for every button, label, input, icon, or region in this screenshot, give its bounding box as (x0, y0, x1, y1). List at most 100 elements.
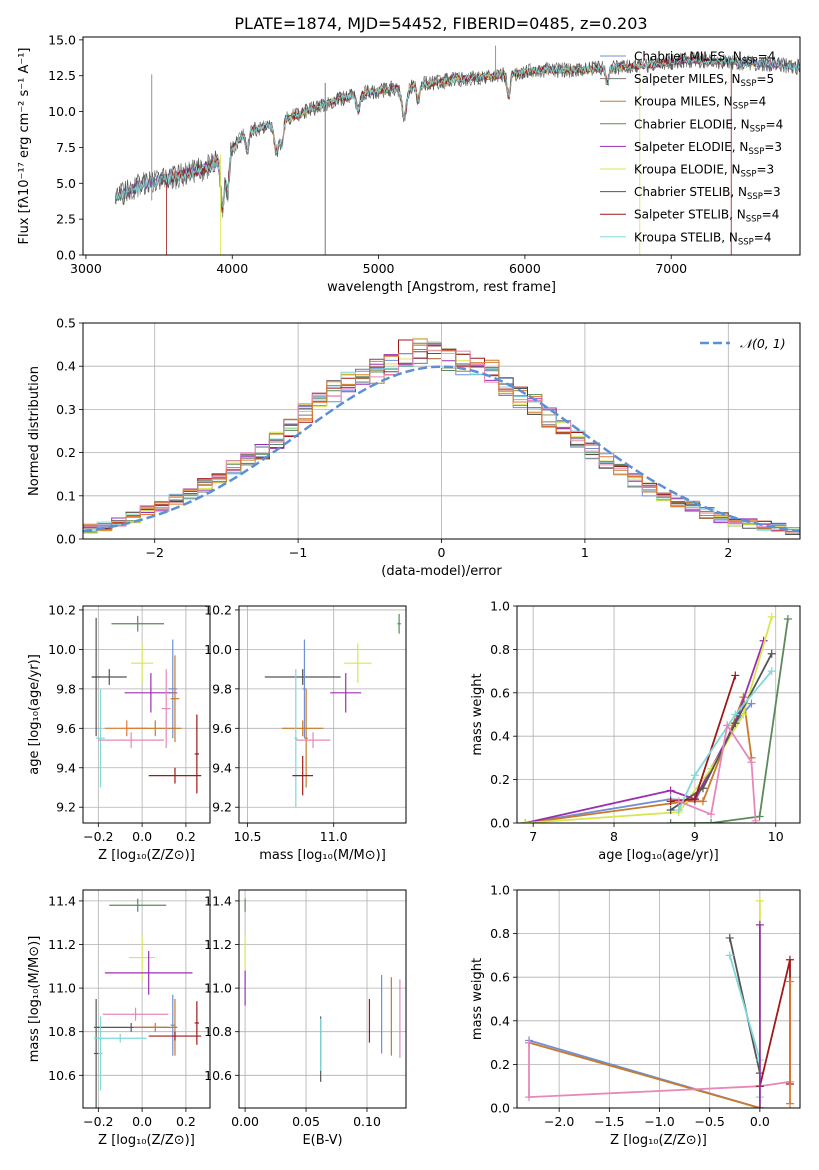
axes-frame (238, 605, 407, 824)
spectrum-series (114, 52, 800, 211)
y-axis-label: Flux [fλ10⁻¹⁷ erg cm⁻² s⁻¹ A⁻¹] (17, 48, 32, 245)
legend-equals: = (766, 117, 776, 131)
legend-subscript: SSP (750, 124, 766, 134)
y-tick-label: 0.4 (490, 1013, 510, 1028)
mass-weight-marker (698, 797, 707, 806)
errorbar-point (295, 732, 331, 749)
x-tick-label: 9 (691, 829, 699, 844)
errorbar-point (264, 669, 341, 685)
errorbar-point (124, 673, 178, 713)
errorbar-point (194, 714, 200, 794)
y-tick-label: 0.8 (490, 642, 510, 657)
legend-n-ssp: 3 (773, 185, 781, 199)
y-tick-label: 10.6 (204, 1068, 232, 1083)
axes-frame (82, 36, 801, 256)
x-tick-label: −0.2 (83, 829, 113, 844)
legend-equals: = (749, 95, 759, 109)
errorbar-point (148, 767, 202, 784)
y-tick-label: 10.0 (204, 642, 232, 657)
legend-label: Kroupa STELIB, N (634, 230, 738, 244)
axes-frame (82, 605, 211, 824)
x-axis-label: Z [log₁₀(Z/Z⊙)] (98, 1133, 195, 1148)
legend-n-ssp: 3 (774, 140, 782, 154)
errorbar-point (194, 1001, 200, 1045)
legend-n-ssp: 4 (776, 117, 784, 131)
legend-entry: Kroupa MILES, NSSP=4 (634, 95, 766, 112)
mass-weight-marker (674, 805, 683, 814)
mass-weight-marker (525, 1093, 534, 1102)
x-tick-label: −2 (145, 545, 163, 560)
legend-n-ssp: 4 (768, 50, 776, 64)
errorbar-point (98, 1016, 103, 1091)
mass-weight-series (759, 959, 791, 1087)
mass-weight-marker (755, 920, 764, 929)
y-tick-label: 5.0 (56, 176, 76, 191)
legend-n-ssp: 4 (759, 95, 767, 109)
legend-entry: Salpeter MILES, NSSP=5 (634, 72, 774, 89)
normal-curve (83, 365, 800, 533)
mass-weight-marker (690, 771, 699, 780)
errorbar-point (104, 951, 193, 995)
y-tick-label: 10.8 (204, 1024, 232, 1039)
y-tick-label: 11.4 (204, 893, 232, 908)
spectrum-series (114, 56, 800, 209)
legend-equals: = (764, 140, 774, 154)
x-tick-label: 0.05 (292, 1114, 320, 1129)
mass-weight-series (728, 955, 761, 1098)
mass-weight-marker (725, 951, 734, 960)
errorbar-point (98, 732, 165, 749)
x-tick-label: 0.00 (231, 1114, 259, 1129)
panel-mass-vs-Z: −0.2 0.0 0.2 10.6 10.8 11.0 11.2 11.4 Z [log₁₀(Z… (27, 889, 211, 1148)
x-tick-label: 10 (768, 829, 784, 844)
legend-subscript: SSP (747, 192, 763, 202)
mass-weight-marker (666, 797, 675, 806)
y-tick-label: 0.0 (56, 532, 76, 547)
x-tick-label: 0.2 (176, 829, 196, 844)
y-tick-label: 11.2 (204, 937, 232, 952)
legend-entry: Chabrier ELODIE, NSSP=4 (634, 117, 783, 134)
legend-label: Chabrier ELODIE, N (634, 117, 750, 131)
y-tick-label: 0.6 (490, 970, 510, 985)
mass-weight-marker (731, 719, 740, 728)
plot-area (83, 606, 210, 823)
legend-label: Salpeter ELODIE, N (634, 140, 748, 154)
mass-weight-series (728, 937, 761, 1087)
x-tick-label: 0.0 (132, 1114, 152, 1129)
errorbar-point (170, 655, 180, 743)
errorbar-point (397, 613, 401, 634)
mass-weight-marker (666, 819, 675, 823)
legend-label: Kroupa ELODIE, N (634, 163, 741, 177)
y-tick-label: 0.2 (490, 1057, 510, 1072)
axes-frame (82, 889, 211, 1109)
errorbar-point (344, 643, 372, 683)
legend-entry: Kroupa STELIB, NSSP=4 (634, 230, 772, 247)
x-axis-label: (data-model)/error (381, 564, 502, 579)
spectrum-series (117, 56, 800, 213)
y-tick-label: 9.2 (212, 800, 232, 815)
legend-n-ssp: 4 (764, 230, 772, 244)
errorbar-point (133, 1022, 178, 1032)
x-tick-label: 2 (724, 545, 732, 560)
mass-weight-marker (767, 649, 776, 658)
y-tick-label: 0.0 (490, 1101, 510, 1116)
panel-massweight-vs-age: 7 8 9 10 0.0 0.2 0.4 0.6 0.8 1.0 age [log₁₀(age/yr… (470, 599, 801, 863)
legend-n-ssp: 5 (767, 72, 775, 86)
errorbar-point (292, 755, 314, 796)
plot-area (517, 890, 800, 1108)
y-tick-label: 10.0 (48, 104, 76, 119)
x-tick-label: −1.0 (644, 1114, 674, 1129)
y-tick-label: 10.8 (48, 1024, 76, 1039)
mass-weight-marker (785, 955, 794, 964)
errorbar-point (91, 617, 101, 737)
mass-weight-series (524, 640, 765, 823)
mass-weight-marker (666, 805, 675, 814)
legend-subscript: SSP (733, 102, 749, 112)
y-axis-label: age [log₁₀(age/yr)] (27, 654, 42, 775)
legend-subscript: SSP (738, 237, 754, 247)
legend-n-ssp: 3 (767, 163, 775, 177)
y-tick-label: 9.8 (56, 681, 76, 696)
x-tick-label: 6000 (509, 261, 541, 276)
errorbar-point (304, 688, 308, 788)
mass-weight-marker (731, 710, 740, 719)
mass-weight-marker (731, 671, 740, 680)
